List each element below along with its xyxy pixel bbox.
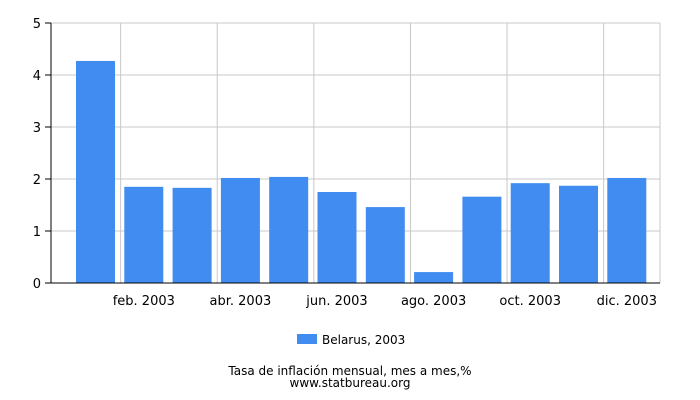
y-tick-labels: 0 1 2 3 4 5 [33, 17, 41, 292]
x-tick-label: abr. 2003 [210, 294, 272, 309]
bar [414, 272, 454, 283]
y-tick-label: 2 [33, 173, 41, 188]
chart-caption: Tasa de inflación mensual, mes a mes,% [227, 364, 471, 378]
legend: Belarus, 2003 [297, 333, 405, 347]
bar [220, 177, 260, 283]
bar [559, 185, 598, 283]
y-tick-label: 3 [33, 121, 41, 136]
bar [510, 183, 550, 283]
legend-label: Belarus, 2003 [322, 333, 405, 347]
bar [365, 207, 405, 283]
bar [607, 177, 647, 283]
x-tick-label: dic. 2003 [597, 294, 657, 309]
bars [76, 60, 647, 284]
bar [172, 187, 212, 283]
x-tick-label: feb. 2003 [113, 294, 175, 309]
bar [462, 196, 502, 283]
bar [76, 60, 115, 284]
bar [269, 176, 309, 283]
y-tick-label: 5 [33, 17, 41, 32]
axes [45, 22, 660, 284]
x-tick-label: oct. 2003 [499, 294, 561, 309]
y-tick-label: 0 [33, 277, 41, 292]
source-text: www.statbureau.org [290, 376, 411, 390]
y-tick-label: 4 [33, 69, 41, 84]
bar [124, 186, 164, 283]
legend-swatch [297, 334, 317, 344]
x-tick-label: ago. 2003 [401, 294, 466, 309]
bar [317, 192, 357, 283]
x-tick-labels: feb. 2003 abr. 2003 jun. 2003 ago. 2003 oct.… [113, 294, 657, 309]
y-tick-label: 1 [33, 225, 41, 240]
x-tick-label: jun. 2003 [305, 294, 367, 309]
